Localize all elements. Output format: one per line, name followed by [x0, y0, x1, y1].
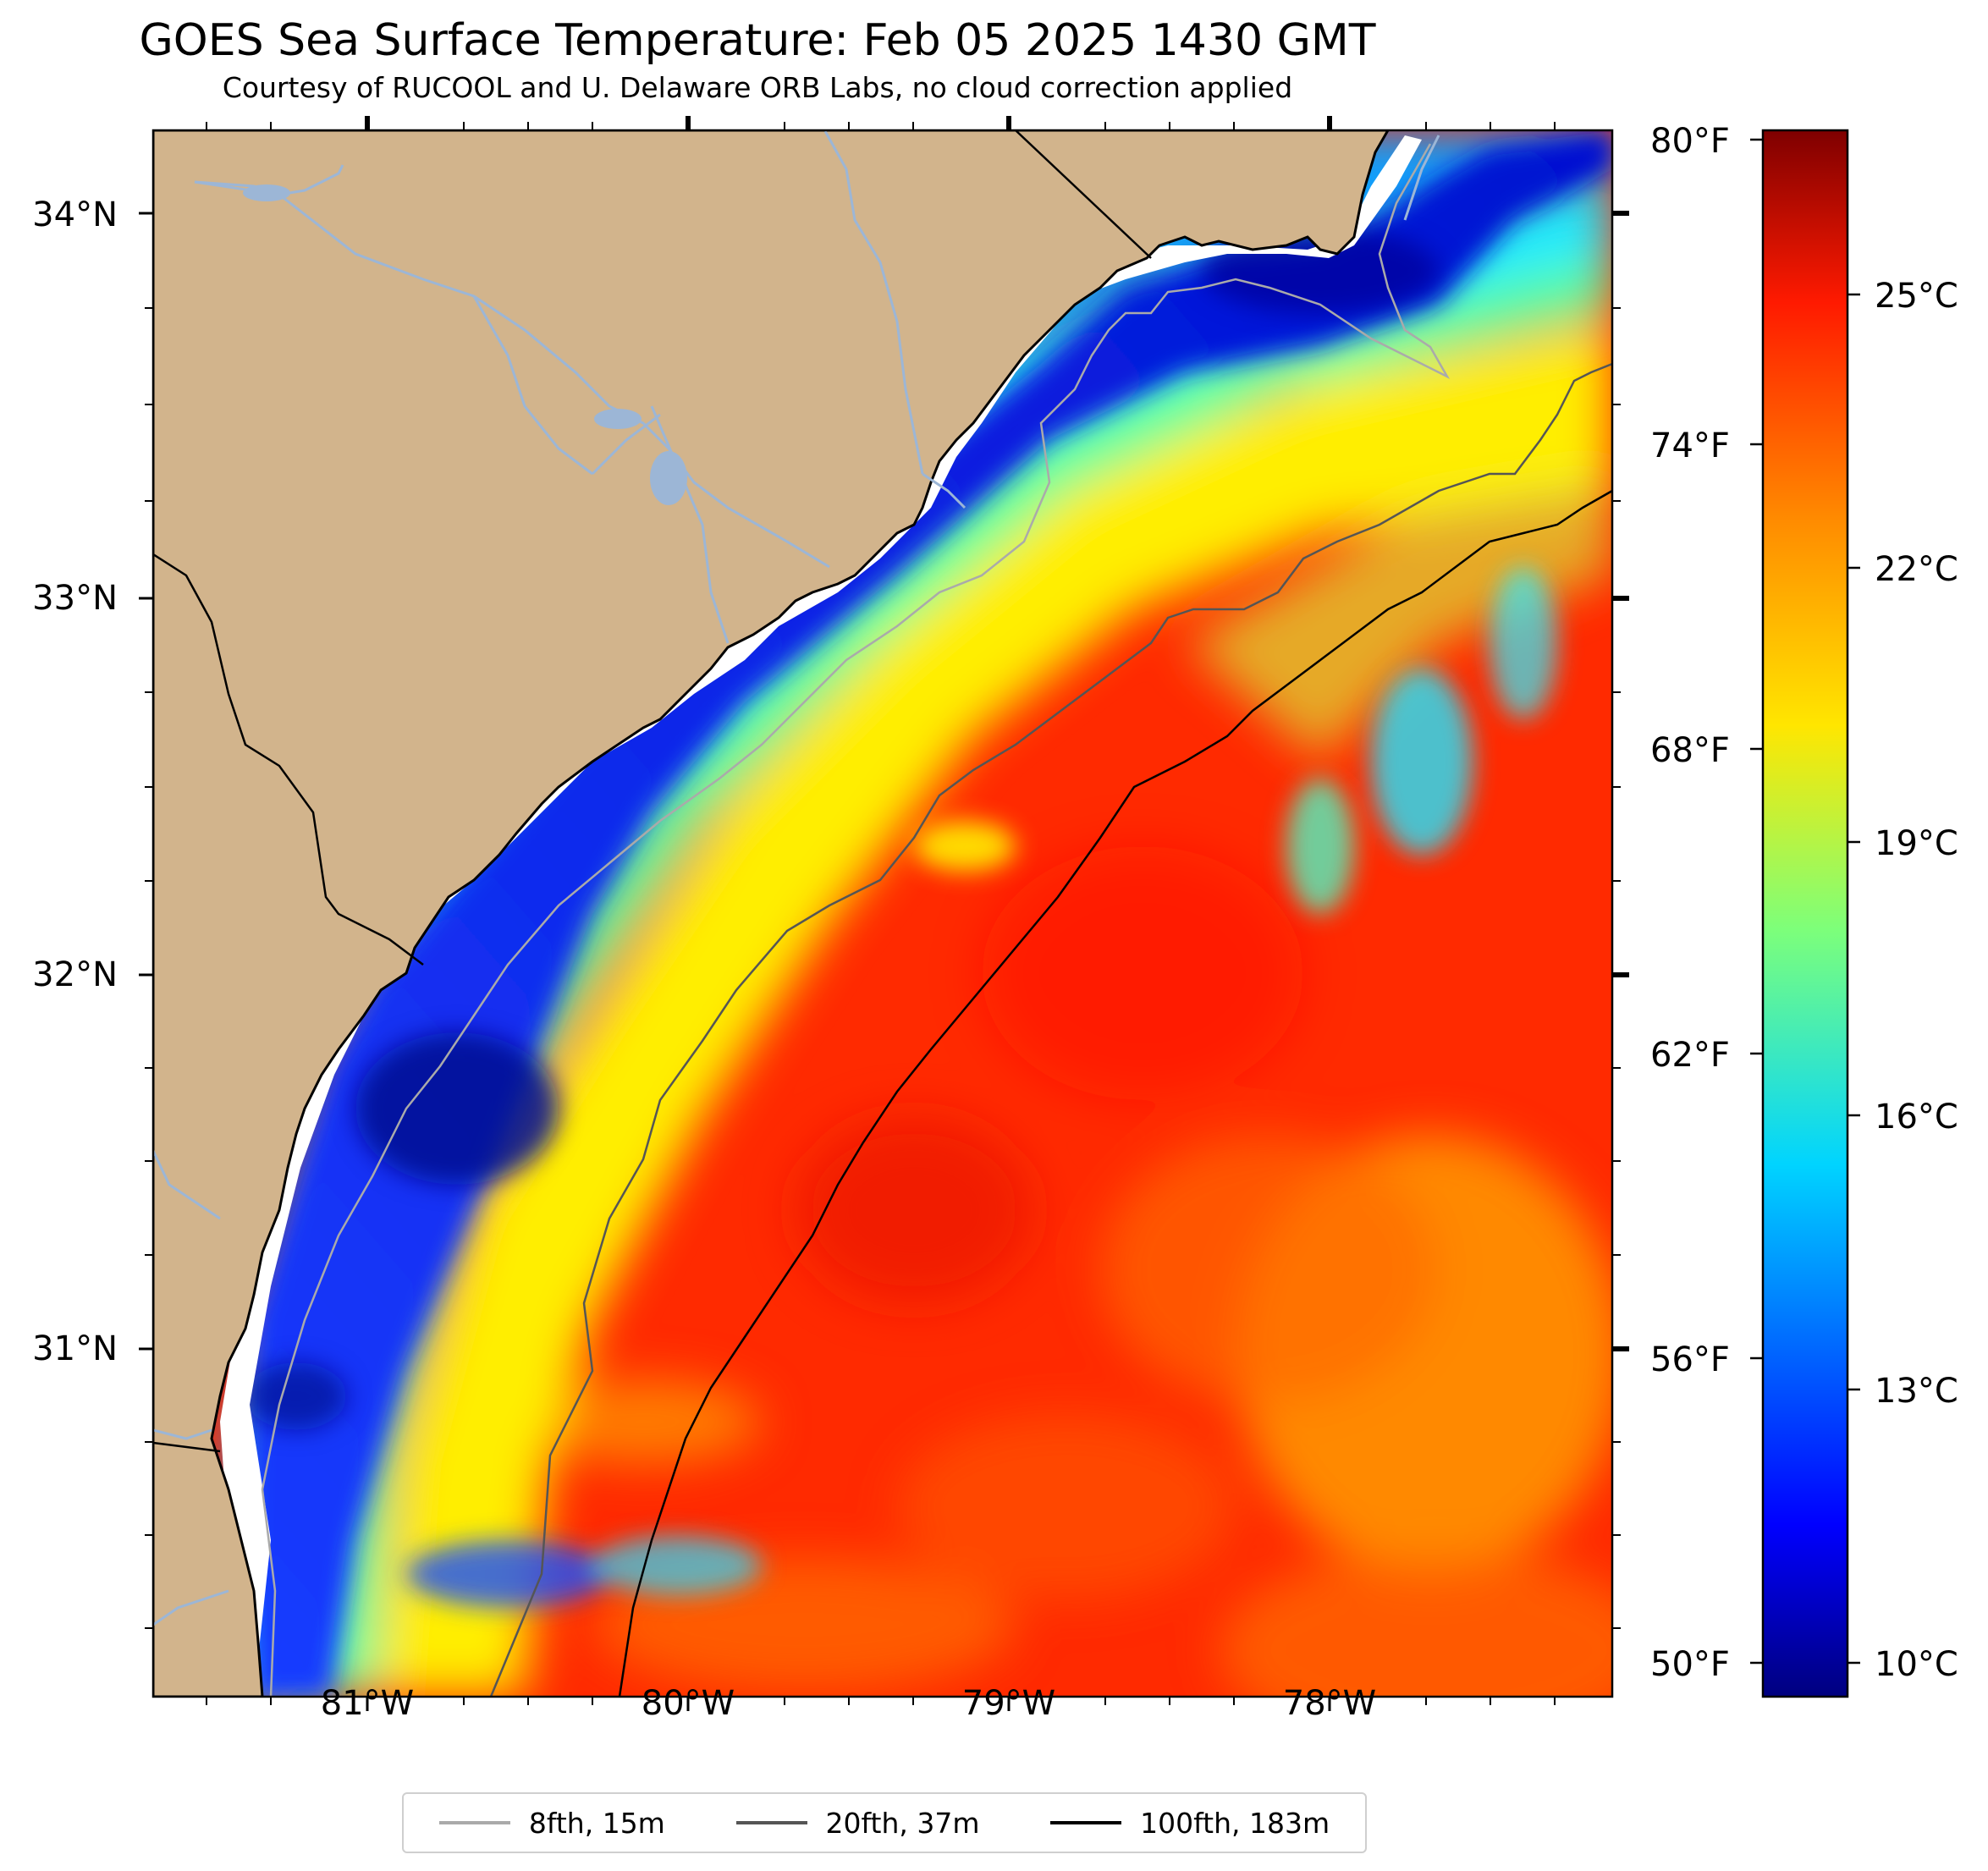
- legend-label: 100fth, 183m: [1140, 1806, 1330, 1840]
- map-ticks: [139, 116, 1629, 1711]
- colorbar-fahrenheit-label: 74°F: [1650, 426, 1730, 465]
- state-boundary: [153, 130, 1152, 1453]
- legend-label: 20fth, 37m: [825, 1806, 980, 1840]
- lat-tick-label: 33°N: [32, 579, 118, 618]
- colorbar-celsius-label: 19°C: [1875, 824, 1958, 863]
- lat-tick-label: 32°N: [32, 955, 118, 994]
- colorbar-fahrenheit-label: 50°F: [1650, 1645, 1730, 1684]
- map-frame: [151, 129, 1614, 1698]
- lon-tick-label: 80°W: [641, 1684, 735, 1723]
- legend-item-8fth: 8fth, 15m: [438, 1806, 665, 1840]
- colorbar-fahrenheit-label: 62°F: [1650, 1036, 1730, 1075]
- colorbar: [1761, 129, 1849, 1698]
- legend-swatch: [1050, 1821, 1122, 1824]
- lon-tick-label: 78°W: [1282, 1684, 1377, 1723]
- lat-tick-label: 31°N: [32, 1329, 118, 1368]
- land-mass: [153, 130, 1390, 1697]
- legend-label: 8fth, 15m: [528, 1806, 665, 1840]
- lon-tick-label: 81°W: [320, 1684, 415, 1723]
- chart-title: GOES Sea Surface Temperature: Feb 05 202…: [139, 15, 1376, 66]
- legend-item-100fth: 100fth, 183m: [1050, 1807, 1330, 1840]
- legend-swatch: [735, 1821, 807, 1824]
- colorbar-fahrenheit-label: 56°F: [1650, 1340, 1730, 1379]
- colorbar-celsius-label: 16°C: [1875, 1098, 1958, 1136]
- colorbar-celsius-label: 10°C: [1875, 1645, 1958, 1684]
- lat-tick-label: 34°N: [32, 195, 118, 234]
- map-panel: [153, 130, 1612, 1697]
- chart-subtitle: Courtesy of RUCOOL and U. Delaware ORB L…: [222, 71, 1293, 104]
- isobath-8fth: [261, 143, 1451, 1697]
- colorbar-fahrenheit-label: 68°F: [1650, 731, 1730, 770]
- isobath-legend: 8fth, 15m 20fth, 37m 100fth, 183m: [402, 1792, 1367, 1853]
- rivers: [153, 130, 1440, 1626]
- colorbar-celsius-label: 22°C: [1875, 550, 1958, 589]
- sst-cool-patches: [406, 567, 1557, 1608]
- legend-swatch: [438, 1821, 510, 1824]
- lon-tick-label: 79°W: [961, 1684, 1056, 1723]
- isobath-20fth: [489, 362, 1612, 1697]
- colorbar-ticks: [1750, 138, 1860, 1665]
- colorbar-celsius-label: 25°C: [1875, 277, 1958, 316]
- sst-coastal-cold-band: [245, 130, 1612, 1697]
- colorbar-fahrenheit-label: 80°F: [1650, 122, 1730, 161]
- colorbar-celsius-label: 13°C: [1875, 1372, 1958, 1411]
- legend-item-20fth: 20fth, 37m: [735, 1806, 980, 1840]
- lakes: [243, 184, 687, 505]
- isobath-100fth: [618, 489, 1612, 1697]
